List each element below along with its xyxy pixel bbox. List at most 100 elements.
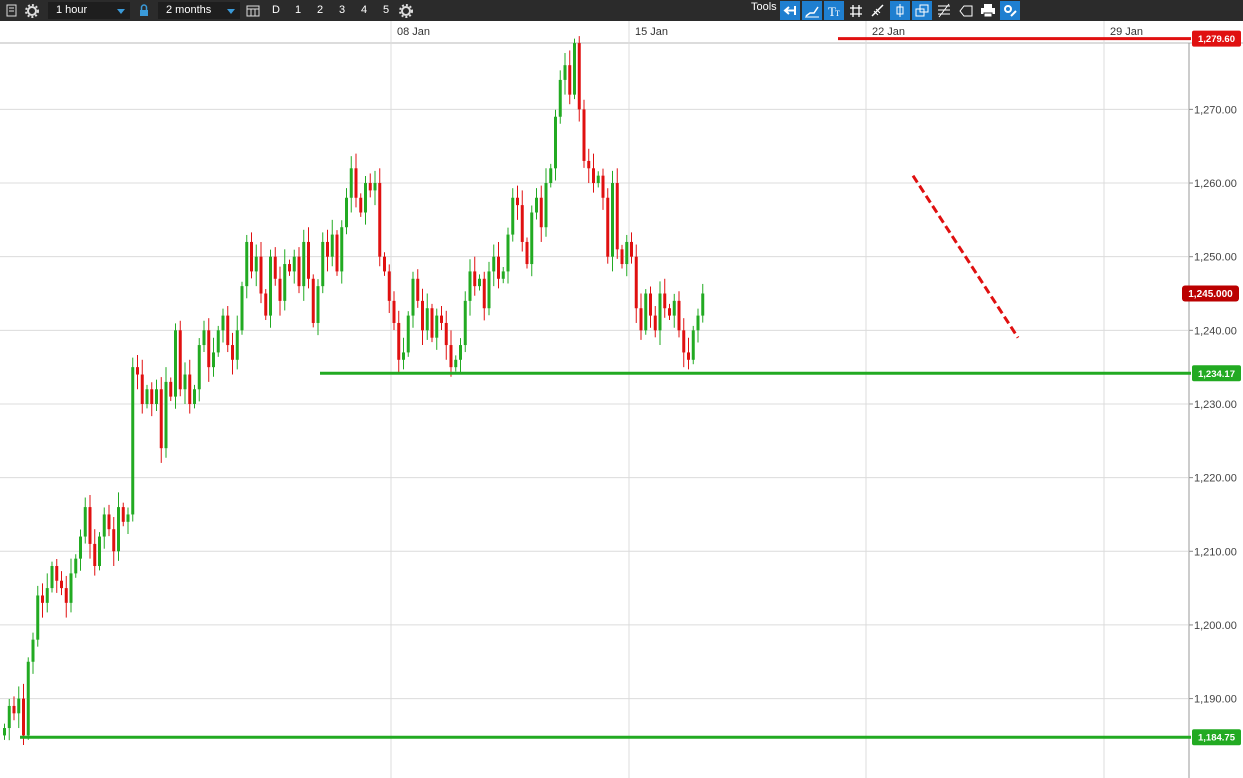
candle-body [212, 352, 215, 368]
range-select[interactable]: 2 months [158, 2, 240, 19]
settings-icon[interactable] [396, 1, 416, 20]
pen-icon[interactable] [868, 1, 888, 20]
label-icon[interactable] [956, 1, 976, 20]
candle-body [307, 241, 310, 279]
candle-body [478, 278, 481, 287]
candle-body [207, 330, 211, 368]
candle [264, 289, 268, 321]
period-preset-5[interactable]: 5 [382, 4, 390, 16]
tools-settings-icon[interactable] [1000, 1, 1020, 20]
candle [544, 168, 548, 237]
candle [687, 337, 690, 370]
trend-line-icon[interactable] [802, 1, 822, 20]
candle-body [155, 389, 158, 404]
layers-icon[interactable] [912, 1, 932, 20]
candle-body [535, 197, 538, 213]
candle-body [145, 389, 149, 404]
period-preset-3[interactable]: 3 [338, 4, 346, 16]
candle-body [416, 278, 420, 301]
arrow-left-icon[interactable] [780, 1, 800, 20]
candle [416, 269, 420, 308]
candle-body [554, 116, 557, 169]
candle [197, 338, 201, 402]
candle-body [231, 345, 234, 360]
candle-body [197, 345, 201, 390]
candle [188, 359, 192, 414]
candle-body [454, 359, 458, 368]
candle-body [178, 330, 182, 390]
candle-body [340, 227, 344, 272]
candle [611, 170, 614, 272]
candle-body [235, 330, 239, 360]
candle-body [269, 256, 272, 316]
candle [606, 188, 610, 264]
candle [117, 492, 120, 561]
candle [17, 686, 21, 729]
current-price-bg [1182, 285, 1239, 302]
candle-body [383, 256, 386, 272]
interval-select[interactable]: 1 hour [48, 2, 130, 19]
candle [22, 683, 25, 745]
candle-body [691, 330, 695, 360]
candle-body [93, 543, 97, 567]
candle [554, 109, 557, 181]
candle-body [539, 197, 543, 228]
candle-body [283, 264, 287, 301]
candle [402, 337, 405, 370]
period-day-button[interactable]: D [272, 4, 280, 16]
lock-icon[interactable] [134, 1, 154, 20]
chart-menu-icon[interactable] [4, 1, 24, 20]
candle-body [50, 566, 54, 589]
candle-body [69, 573, 73, 603]
calendar-icon[interactable] [243, 1, 263, 20]
period-preset-1[interactable]: 1 [294, 4, 302, 16]
candle [245, 234, 249, 299]
period-preset-2[interactable]: 2 [316, 4, 324, 16]
candle-body [677, 300, 681, 331]
candle-body [31, 639, 35, 662]
candle [150, 382, 154, 417]
candle [563, 53, 567, 95]
candle-body [41, 595, 44, 603]
candle [644, 289, 648, 335]
candle-body [264, 293, 268, 316]
x-tick-label: 15 Jan [635, 26, 668, 38]
candle [397, 310, 401, 375]
settings-icon[interactable] [22, 1, 42, 20]
grid-icon[interactable] [846, 1, 866, 20]
candle [630, 232, 633, 264]
candle-body [601, 175, 605, 198]
fibonacci-icon[interactable] [934, 1, 954, 20]
candle-body [611, 183, 614, 257]
trendline[interactable] [911, 174, 1020, 339]
candle-body [321, 241, 325, 287]
candle [136, 355, 139, 390]
y-tick-label: 1,230.00 [1194, 399, 1237, 411]
candle-body [140, 374, 144, 404]
candle [79, 529, 82, 571]
candle-body [88, 507, 92, 544]
candle [454, 355, 458, 372]
candle [520, 190, 524, 252]
candle [273, 247, 277, 286]
print-icon[interactable] [978, 1, 998, 20]
period-preset-4[interactable]: 4 [360, 4, 368, 16]
candle-body [411, 278, 415, 316]
candle-body [582, 109, 586, 161]
candle-body [174, 330, 177, 397]
candle-body [506, 234, 510, 272]
candle-icon[interactable] [890, 1, 910, 20]
candle-body [558, 79, 562, 117]
price-chart[interactable]: 08 Jan 15 Jan 22 Jan 29 Jan 1,190.00 1,200.00… [0, 21, 1243, 778]
candle-body [254, 256, 258, 272]
candle-body [649, 293, 652, 316]
candle-body [117, 507, 120, 552]
candle [392, 291, 396, 330]
candle-body [440, 315, 443, 323]
candle-body [625, 241, 629, 265]
candle [577, 36, 581, 122]
y-tick-label: 1,220.00 [1194, 473, 1237, 485]
candle-body [402, 352, 405, 360]
candle-body [463, 300, 467, 346]
